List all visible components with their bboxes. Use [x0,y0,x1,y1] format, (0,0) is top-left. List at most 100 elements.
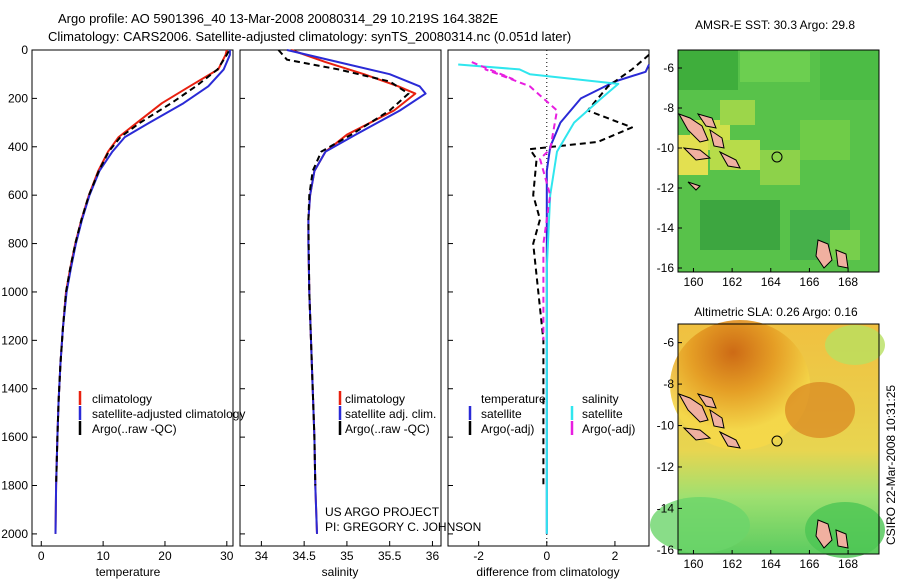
salinity-y-ticks [240,49,245,535]
map-x-tick-label: 162 [722,275,742,289]
map-y-tick-label: -8 [663,101,674,115]
map-x-tick-label: 166 [799,275,819,289]
depth-tick-label: 200 [8,91,28,105]
sla-map-field [650,320,885,558]
map-y-tick-label: -16 [657,261,675,275]
difference-x-label: difference from climatology [476,565,619,579]
x-tick-label: 34 [255,549,269,563]
x-tick-label: 20 [158,549,172,563]
legend-satellite-adjusted: satellite-adjusted climatology [92,407,245,421]
depth-tick-label: 800 [8,237,28,251]
x-tick-label: 34.5 [292,549,316,563]
map-x-tick-label: 164 [761,557,781,571]
series-line [471,61,558,341]
depth-tick-label: 0 [21,43,28,57]
depth-tick-label: 2000 [1,527,28,541]
map-y-tick-label: -12 [657,460,675,474]
sst-float-marker [771,151,783,163]
salinity-lines [277,49,427,534]
temperature-x-label: temperature [96,565,161,579]
depth-tick-label: 1800 [1,479,28,493]
x-tick-label: 35.5 [378,549,402,563]
map-x-tick-label: 166 [799,557,819,571]
legend-temp-argo: Argo(-adj) [481,422,534,436]
x-tick-label: -2 [473,549,484,563]
map-y-tick-label: -6 [663,336,674,350]
map-x-tick-label: 168 [838,275,858,289]
map-y-tick-label: -10 [657,141,675,155]
map-y-tick-label: -16 [657,543,675,557]
x-tick-label: 10 [96,549,110,563]
legend-sal-argo: Argo(..raw -QC) [345,422,430,436]
depth-tick-label: 1400 [1,382,28,396]
sla-map-panel: Altimetric SLA: 0.26 Argo: 0.16 160 162 16… [650,305,885,571]
map-x-tick-label: 160 [683,275,703,289]
depth-tick-label: 400 [8,140,28,154]
difference-plot-frame [447,49,650,547]
legend-temp-satellite: satellite [481,407,522,421]
series-line [277,49,410,486]
sla-float-marker [771,435,783,447]
salinity-legend: climatology satellite adj. clim. Argo(..… [338,391,436,436]
map-y-tick-label: -10 [657,419,675,433]
legend-sal-satellite-cyan: satellite [582,407,623,421]
x-tick-label: 0 [38,549,45,563]
legend-sal-argo-magenta: Argo(-adj) [582,422,635,436]
map-y-tick-label: -14 [657,501,675,515]
temperature-plot-frame [31,49,234,547]
series-line [54,50,231,534]
title-line-1: Argo profile: AO 5901396_40 13-Mar-2008 … [58,11,499,26]
temperature-legend: climatology satellite-adjusted climatolo… [78,391,245,436]
sla-map-frame [677,323,880,555]
series-line [545,64,650,534]
temperature-lines [54,49,231,534]
side-stamp: CSIRO 22-Mar-2008 10:31:25 [884,385,898,545]
depth-tick-label: 1200 [1,333,28,347]
difference-lines [458,54,650,534]
sla-map-x-ticks: 160 162 164 166 168 [683,550,858,571]
legend-argo: Argo(..raw -QC) [92,422,177,436]
difference-profile-panel: -2 0 2 difference from climatology tempera… [447,49,650,579]
map-x-tick-label: 162 [722,557,742,571]
legend-temperature-heading: temperature [481,392,546,406]
map-x-tick-label: 168 [838,557,858,571]
salinity-x-label: salinity [322,565,359,579]
x-tick-label: 0 [543,549,550,563]
x-tick-label: 2 [612,549,619,563]
depth-tick-label: 1600 [1,430,28,444]
sst-map-x-ticks: 160 162 164 166 168 [683,268,858,289]
sst-map-y-ticks: -6 -8 -10 -12 -14 -16 [657,61,682,275]
map-y-tick-label: -12 [657,181,675,195]
x-tick-label: 30 [220,549,234,563]
temperature-profile-panel: 0 10 20 30 0 200 400 600 800 1000 1200 1400 1600 180… [1,43,245,579]
legend-sal-climatology: climatology [345,392,405,406]
difference-legend: temperature satellite Argo(-adj) salinit… [468,392,635,436]
sst-map-field [678,50,879,272]
salinity-profile-panel: 34 34.5 35 35.5 36 salinity climatology sate… [239,49,481,579]
legend-sal-satellite: satellite adj. clim. [345,407,436,421]
depth-y-ticks: 0 200 400 600 800 1000 1200 1400 1600 1800 2000 [1,43,37,541]
depth-tick-label: 600 [8,188,28,202]
sst-map-land [677,113,849,269]
salinity-x-ticks: 34 34.5 35 35.5 36 [255,541,440,563]
difference-y-ticks [448,49,453,535]
temperature-x-ticks: 0 10 20 30 [38,541,234,563]
sla-map-y-ticks: -6 -8 -10 -12 -14 -16 [657,336,682,557]
credit-line-1: US ARGO PROJECT [325,505,440,519]
depth-tick-label: 1000 [1,285,28,299]
sla-map-title: Altimetric SLA: 0.26 Argo: 0.16 [694,305,858,319]
map-y-tick-label: -14 [657,221,675,235]
sla-map-land [677,393,849,549]
sst-map-frame [677,49,880,273]
map-x-tick-label: 164 [761,275,781,289]
credit-line-2: PI: GREGORY C. JOHNSON [325,520,481,534]
series-line [286,49,427,534]
x-tick-label: 35 [340,549,354,563]
legend-salinity-heading: salinity [582,392,619,406]
title-line-2: Climatology: CARS2006. Satellite-adjuste… [48,29,571,44]
series-line [458,63,620,534]
x-tick-label: 36 [426,549,440,563]
series-line [528,54,650,486]
map-x-tick-label: 160 [683,557,703,571]
